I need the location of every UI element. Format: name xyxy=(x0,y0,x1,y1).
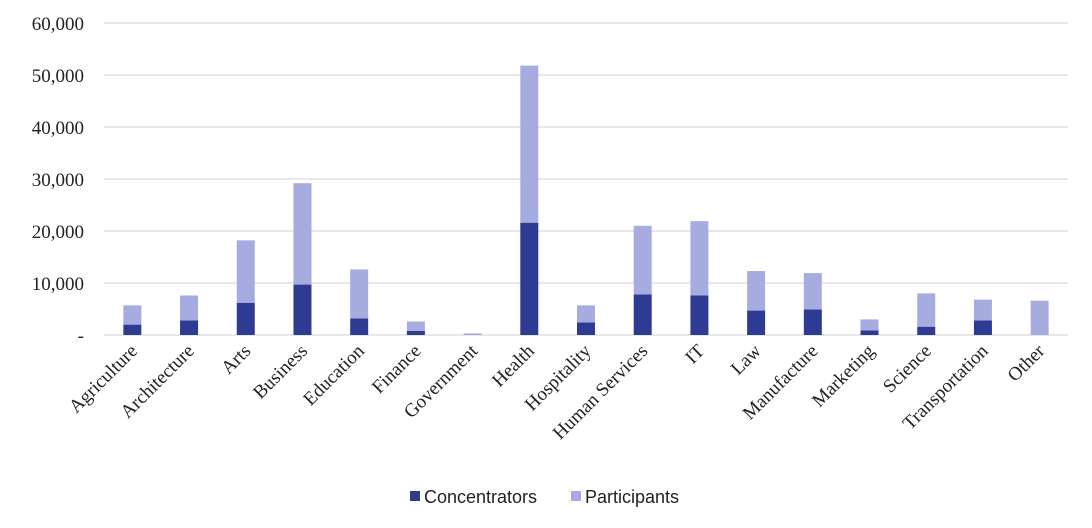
bar-concentrators-it xyxy=(690,295,709,335)
x-category-label: Arts xyxy=(217,341,255,379)
bar-concentrators-arts xyxy=(236,302,255,335)
y-tick-label: 30,000 xyxy=(32,170,84,191)
bar-participants-agriculture xyxy=(123,305,142,325)
y-tick-label: 50,000 xyxy=(32,66,84,87)
bar-participants-health xyxy=(520,65,539,223)
bar-concentrators-transportation xyxy=(973,320,992,335)
bar-participants-architecture xyxy=(180,295,199,321)
legend-label-concentrators: Concentrators xyxy=(424,487,537,507)
bar-concentrators-agriculture xyxy=(123,324,142,335)
bar-participants-human-services xyxy=(633,225,652,295)
x-category-label: IT xyxy=(681,340,709,368)
bar-participants-other xyxy=(1030,300,1049,335)
bar-concentrators-manufacture xyxy=(803,309,822,335)
bar-participants-government xyxy=(463,333,482,335)
bar-participants-manufacture xyxy=(803,273,822,310)
bar-concentrators-science xyxy=(917,326,936,335)
bar-participants-arts xyxy=(236,240,255,303)
legend-swatch-concentrators xyxy=(410,491,420,501)
y-tick-label: 20,000 xyxy=(32,222,84,243)
x-category-label: Education xyxy=(299,340,369,410)
bars xyxy=(123,65,1049,335)
bar-participants-science xyxy=(917,293,936,327)
x-category-label: Health xyxy=(488,340,539,391)
bar-participants-education xyxy=(350,269,369,319)
bar-concentrators-business xyxy=(293,284,312,335)
y-tick-label: 40,000 xyxy=(32,118,84,139)
bar-concentrators-human-services xyxy=(633,294,652,335)
y-tick-label: 10,000 xyxy=(32,274,84,295)
bar-participants-business xyxy=(293,183,312,285)
bar-participants-marketing xyxy=(860,319,879,331)
legend-swatch-participants xyxy=(571,491,581,501)
x-category-label: Science xyxy=(879,341,936,398)
bar-participants-it xyxy=(690,221,709,296)
bar-concentrators-health xyxy=(520,222,539,335)
bar-concentrators-architecture xyxy=(180,320,199,335)
bar-concentrators-marketing xyxy=(860,330,879,335)
y-axis-tick-labels: - 10,000 20,000 30,000 40,000 50,000 60,000 xyxy=(32,14,84,347)
bar-participants-hospitality xyxy=(577,305,595,323)
gridlines xyxy=(104,22,1068,336)
x-category-label: Marketing xyxy=(808,340,879,411)
bar-concentrators-law xyxy=(747,310,766,335)
legend: Concentrators Participants xyxy=(410,487,679,507)
bar-participants-law xyxy=(747,271,766,311)
x-category-label: Law xyxy=(727,340,766,379)
legend-label-participants: Participants xyxy=(585,487,679,507)
bar-participants-finance xyxy=(406,321,425,331)
bar-concentrators-hospitality xyxy=(577,322,595,335)
x-category-label: Other xyxy=(1004,340,1050,386)
x-category-label: Finance xyxy=(368,341,425,398)
y-tick-label: - xyxy=(78,326,84,347)
bar-concentrators-education xyxy=(350,318,369,335)
y-tick-label: 60,000 xyxy=(32,14,84,35)
bar-participants-transportation xyxy=(973,299,992,321)
bar-concentrators-finance xyxy=(406,330,425,335)
